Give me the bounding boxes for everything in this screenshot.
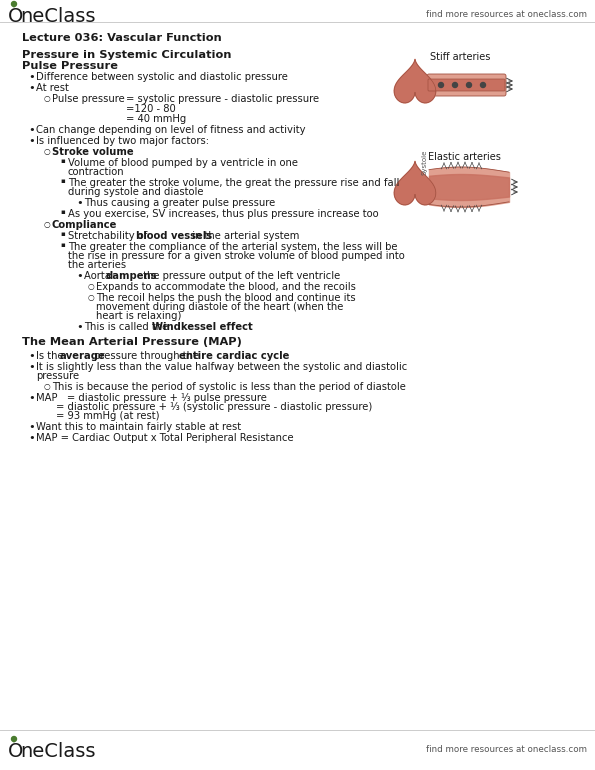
Text: find more resources at oneclass.com: find more resources at oneclass.com: [426, 10, 587, 19]
Text: Is influenced by two major factors:: Is influenced by two major factors:: [36, 136, 209, 146]
Text: the pressure output of the left ventricle: the pressure output of the left ventricl…: [140, 271, 340, 281]
Text: Stretchability of: Stretchability of: [68, 231, 151, 241]
Text: Stiff arteries: Stiff arteries: [430, 52, 490, 62]
Text: ○: ○: [88, 282, 95, 291]
Text: •: •: [28, 351, 35, 361]
Text: •: •: [28, 72, 35, 82]
Text: •: •: [28, 362, 35, 372]
Polygon shape: [394, 59, 436, 103]
Text: the rise in pressure for a given stroke volume of blood pumped into: the rise in pressure for a given stroke …: [68, 251, 405, 261]
Text: Lecture 036: Vascular Function: Lecture 036: Vascular Function: [22, 33, 222, 43]
Text: ○: ○: [44, 382, 51, 391]
Text: •: •: [28, 83, 35, 93]
Text: neClass: neClass: [20, 742, 96, 761]
Text: O: O: [8, 7, 23, 26]
Text: •: •: [28, 433, 35, 443]
Text: Can change depending on level of fitness and activity: Can change depending on level of fitness…: [36, 125, 305, 135]
Text: pressure: pressure: [36, 371, 79, 381]
Text: = 93 mmHg (at rest): = 93 mmHg (at rest): [56, 411, 159, 421]
Polygon shape: [12, 738, 16, 742]
Text: The recoil helps the push the blood and continue its: The recoil helps the push the blood and …: [96, 293, 356, 303]
Text: Is the: Is the: [36, 351, 67, 361]
Text: Difference between systolic and diastolic pressure: Difference between systolic and diastoli…: [36, 72, 288, 82]
Text: Pressure in Systemic Circulation: Pressure in Systemic Circulation: [22, 50, 231, 60]
Text: Pulse Pressure: Pulse Pressure: [22, 61, 118, 71]
Text: = 40 mmHg: = 40 mmHg: [126, 114, 186, 124]
Circle shape: [453, 82, 458, 88]
Text: during systole and diastole: during systole and diastole: [68, 187, 203, 197]
Text: The greater the stroke volume, the great the pressure rise and fall: The greater the stroke volume, the great…: [68, 178, 399, 188]
Text: average: average: [60, 351, 106, 361]
Circle shape: [439, 82, 443, 88]
Text: Expands to accommodate the blood, and the recoils: Expands to accommodate the blood, and th…: [96, 282, 356, 292]
Text: = diastolic pressure + ⅓ (systolic pressure - diastolic pressure): = diastolic pressure + ⅓ (systolic press…: [56, 402, 372, 412]
Text: MAP   = diastolic pressure + ⅓ pulse pressure: MAP = diastolic pressure + ⅓ pulse press…: [36, 393, 267, 403]
Text: ▪: ▪: [60, 242, 65, 248]
Text: The greater the compliance of the arterial system, the less will be: The greater the compliance of the arteri…: [68, 242, 397, 252]
Text: This is because the period of systolic is less than the period of diastole: This is because the period of systolic i…: [52, 382, 406, 392]
Text: heart is relaxing): heart is relaxing): [96, 311, 181, 321]
Text: •: •: [28, 125, 35, 135]
Text: It is slightly less than the value halfway between the systolic and diastolic: It is slightly less than the value halfw…: [36, 362, 407, 372]
Text: ▪: ▪: [60, 178, 65, 184]
Text: Systole: Systole: [422, 149, 428, 175]
Text: Windkessel effect: Windkessel effect: [152, 322, 253, 332]
Text: •: •: [28, 136, 35, 146]
Circle shape: [481, 82, 486, 88]
Text: Pulse pressure: Pulse pressure: [52, 94, 125, 104]
Circle shape: [466, 82, 471, 88]
Text: Aorta: Aorta: [84, 271, 114, 281]
Text: =120 - 80: =120 - 80: [126, 104, 176, 114]
Text: ○: ○: [44, 220, 51, 229]
Polygon shape: [12, 3, 16, 7]
Text: •: •: [76, 322, 83, 332]
Text: •: •: [76, 271, 83, 281]
Text: ▪: ▪: [60, 231, 65, 237]
Polygon shape: [394, 162, 436, 205]
Text: MAP = Cardiac Output x Total Peripheral Resistance: MAP = Cardiac Output x Total Peripheral …: [36, 433, 293, 443]
Text: •: •: [76, 198, 83, 208]
Text: blood vessels: blood vessels: [136, 231, 212, 241]
Text: the arteries: the arteries: [68, 260, 126, 270]
Text: ○: ○: [44, 94, 51, 103]
Text: Elastic arteries: Elastic arteries: [428, 152, 501, 162]
FancyBboxPatch shape: [428, 79, 505, 91]
Text: movement during diastole of the heart (when the: movement during diastole of the heart (w…: [96, 302, 343, 312]
Circle shape: [11, 736, 17, 742]
Text: As you exercise, SV increases, thus plus pressure increase too: As you exercise, SV increases, thus plus…: [68, 209, 378, 219]
FancyBboxPatch shape: [427, 74, 506, 96]
Text: contraction: contraction: [68, 167, 124, 177]
Text: Want this to maintain fairly stable at rest: Want this to maintain fairly stable at r…: [36, 422, 241, 432]
Text: At rest: At rest: [36, 83, 69, 93]
Text: •: •: [28, 422, 35, 432]
Text: This is called the: This is called the: [84, 322, 171, 332]
Text: neClass: neClass: [20, 7, 96, 26]
Circle shape: [11, 2, 17, 6]
Text: •: •: [28, 393, 35, 403]
Text: in the arterial system: in the arterial system: [189, 231, 299, 241]
Text: ▪: ▪: [60, 209, 65, 215]
Text: Thus causing a greater pulse pressure: Thus causing a greater pulse pressure: [84, 198, 275, 208]
Text: ○: ○: [44, 147, 51, 156]
Text: O: O: [8, 742, 23, 761]
Text: The Mean Arterial Pressure (MAP): The Mean Arterial Pressure (MAP): [22, 337, 242, 347]
Text: Stroke volume: Stroke volume: [52, 147, 134, 157]
Text: entire cardiac cycle: entire cardiac cycle: [179, 351, 289, 361]
Text: = systolic pressure - diastolic pressure: = systolic pressure - diastolic pressure: [126, 94, 319, 104]
Text: find more resources at oneclass.com: find more resources at oneclass.com: [426, 745, 587, 754]
Text: Volume of blood pumped by a ventricle in one: Volume of blood pumped by a ventricle in…: [68, 158, 298, 168]
Text: pressure through the: pressure through the: [91, 351, 202, 361]
Text: ○: ○: [88, 293, 95, 302]
Text: ▪: ▪: [60, 158, 65, 164]
Text: dampens: dampens: [106, 271, 158, 281]
Text: Compliance: Compliance: [52, 220, 117, 230]
